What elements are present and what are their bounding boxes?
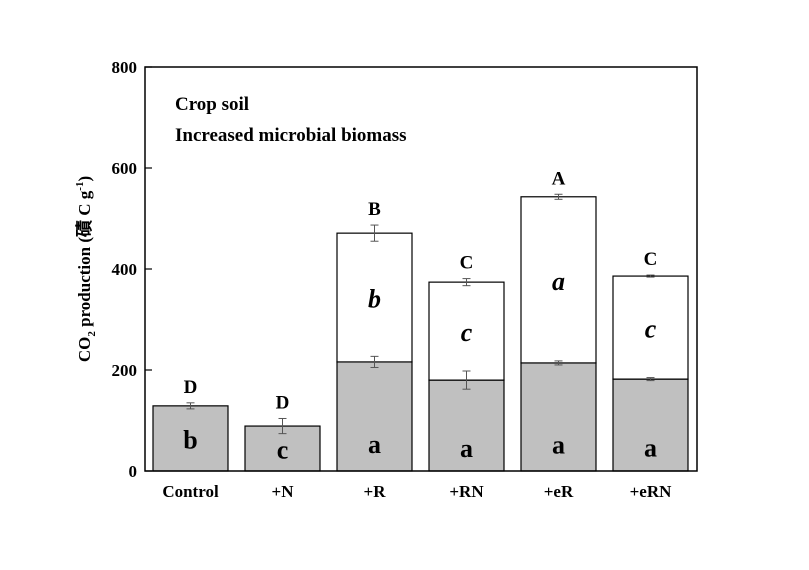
bar-upper-letter: c (645, 315, 657, 344)
y-tick-label: 200 (112, 361, 138, 380)
bar-lower (520, 362, 597, 472)
x-tick-label: Control (162, 482, 219, 501)
bar-upper-letter: b (368, 285, 381, 314)
total-letter: C (644, 249, 658, 270)
total-letter: B (368, 199, 381, 220)
annotation-1: Crop soil (175, 94, 249, 115)
y-tick-label: 400 (112, 260, 138, 279)
bar-lower-letter: a (552, 430, 565, 459)
bar-upper-letter: c (461, 318, 473, 347)
x-tick-label: +RN (449, 482, 484, 501)
bar-lower-letter: b (183, 425, 197, 454)
x-tick-label: +R (364, 482, 387, 501)
total-letter: D (276, 392, 290, 413)
bar-lower-letter: c (277, 436, 289, 465)
bar-lower-letter: a (460, 434, 473, 463)
plot-frame (144, 66, 698, 472)
bar-upper (612, 275, 689, 380)
bar-lower (152, 405, 229, 472)
total-letter: A (552, 168, 566, 189)
y-axis-label: CO2 production (磧 C g-1) (74, 176, 98, 362)
y-tick-label: 800 (112, 58, 138, 77)
x-tick-label: +N (272, 482, 295, 501)
total-letter: D (184, 377, 198, 398)
annotation-2: Increased microbial biomass (175, 125, 407, 146)
total-letter: C (460, 253, 474, 274)
bar-upper (520, 196, 597, 364)
y-tick-label: 600 (112, 159, 138, 178)
y-tick-label: 0 (129, 462, 138, 481)
bar-lower-letter: a (644, 434, 657, 463)
bar-lower-letter: a (368, 430, 381, 459)
bar-upper-letter: a (552, 267, 565, 296)
bar-lower (336, 361, 413, 472)
x-tick-label: +eRN (630, 482, 673, 501)
bar-lower (612, 378, 689, 472)
bar-upper (428, 281, 505, 381)
x-tick-label: +eR (544, 482, 574, 501)
bar-lower (428, 379, 505, 472)
bar-upper (336, 232, 413, 363)
